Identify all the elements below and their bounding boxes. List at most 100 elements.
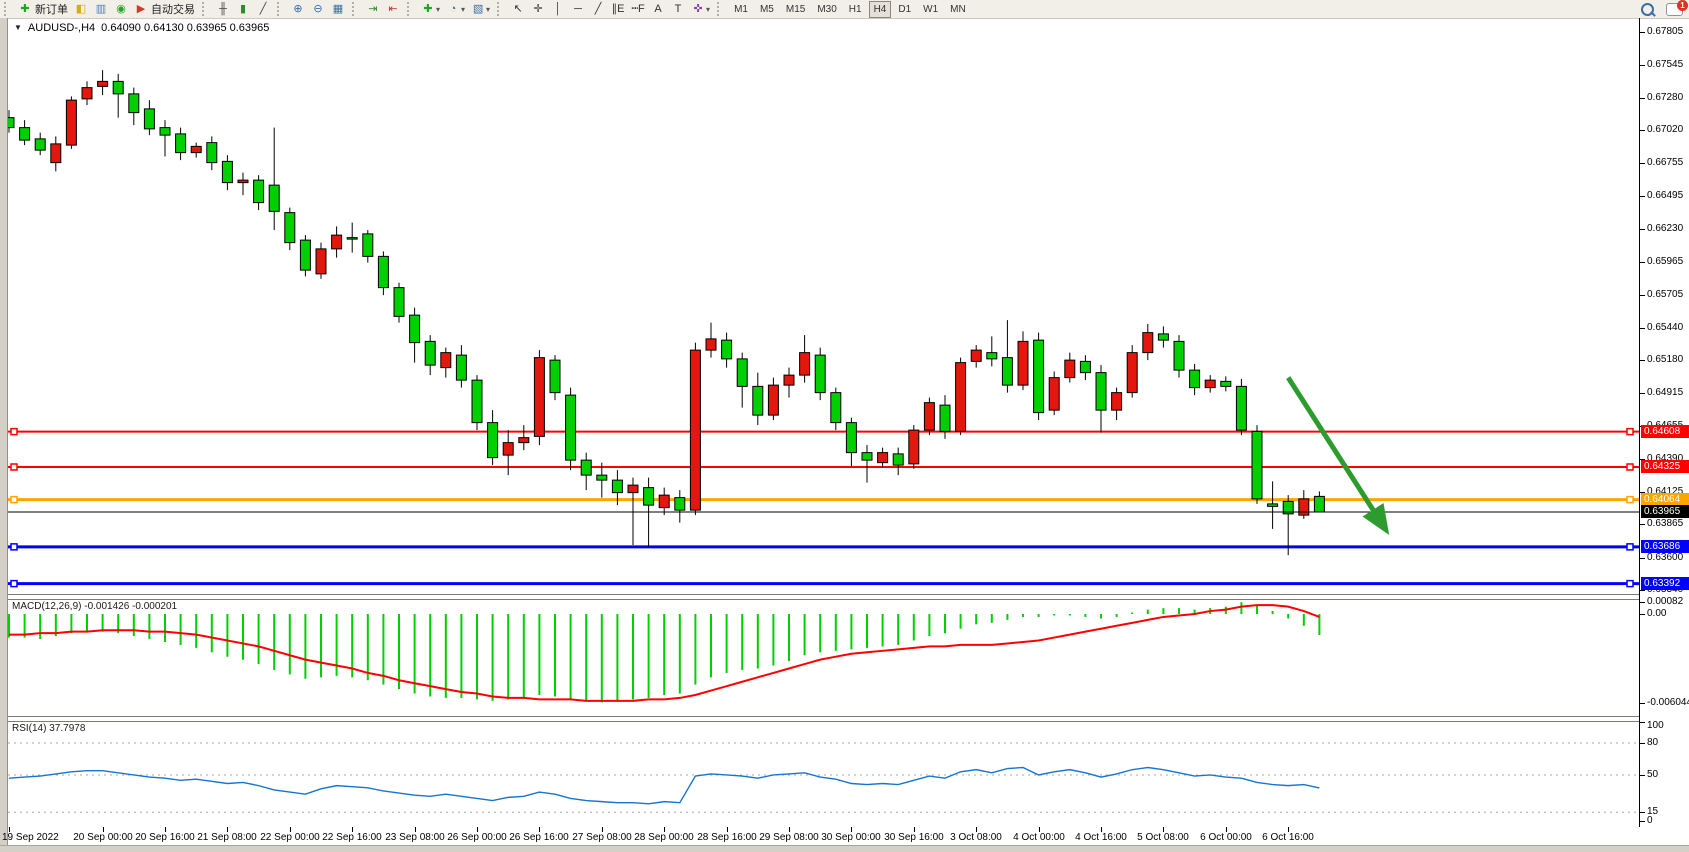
arrows-icon[interactable]: ✜ ▾ [688,1,713,17]
axis-tick [1640,821,1645,822]
level-price-tag[interactable]: 0.64608 [1641,425,1689,438]
rsi-label: RSI(14) 37.7978 [12,723,86,734]
macd-label: MACD(12,26,9) -0.001426 -0.000201 [12,601,178,612]
templates-icon[interactable]: ▧ ▾ [468,1,493,17]
text-label-icon[interactable]: T [668,1,688,17]
price-tick-label: 100 [1647,720,1664,731]
toolbar-grip [4,2,11,16]
price-chart-pane[interactable] [8,19,1639,594]
time-tick [914,827,915,832]
search-icon[interactable] [1641,2,1654,16]
horizontal-line-object[interactable] [8,427,1639,436]
zoom-in-icon[interactable]: ⊕ [288,1,308,17]
timeframe-button-d1[interactable]: D1 [898,3,912,15]
notifications-icon[interactable]: 1 [1666,0,1688,16]
line-anchor [10,463,18,471]
timeframe-button-h4[interactable]: H4 [868,0,892,18]
level-price-tag[interactable]: 0.63392 [1641,577,1689,590]
price-tick-label: 0.65705 [1647,289,1684,300]
periods-icon[interactable]: ◔ ▾ [443,1,468,17]
tile-windows-icon[interactable]: ▦ [328,1,348,17]
autotrading-button[interactable]: ▶ 自动交易 [131,1,198,17]
bar-chart-icon[interactable]: ╫ [213,1,233,17]
equidistant-channel-icon[interactable]: ∥E [608,1,628,17]
line-chart-icon[interactable]: ╱ [253,1,273,17]
timeframe-button-m30[interactable]: M30 [817,3,837,15]
macd-pane[interactable] [8,598,1639,716]
vertical-line-icon[interactable]: │ [548,1,568,17]
timeframe-button-m1[interactable]: M1 [734,3,748,15]
axis-tick [1640,328,1645,329]
horizontal-line-icon[interactable]: ─ [568,1,588,17]
crosshair-icon[interactable]: ✛ [528,1,548,17]
candlestick-chart-icon[interactable]: ▮ [233,1,253,17]
toolbar-grip [407,2,414,16]
trendline-icon[interactable]: ╱ [588,1,608,17]
trendline-icon: ╱ [594,3,602,15]
chart-shift-icon[interactable]: ⇤ [383,1,403,17]
signals-icon[interactable]: ◉ [111,1,131,17]
time-tick [415,827,416,832]
time-tick [165,827,166,832]
line-anchor [10,543,18,551]
axis-tick [1640,459,1645,460]
fibonacci-icon[interactable]: ┉F [628,1,648,17]
toolbar: ✚ 新订单 ◧ ▥ ◉ ▶ 自动交易 ╫ ▮ ╱ ⊕ ⊖ ▦ ⇥ ⇤ ✚ ▾ ◔ ▾ ▧ ▾ ↖ ✛ │ ─ ╱ ∥E ┉F A T ✜ ▾ M… [0,0,1689,19]
symbol-dropdown-icon[interactable]: ▼ [14,23,22,32]
horizontal-line-object[interactable] [8,543,1639,551]
level-price-tag[interactable]: 0.64325 [1641,460,1689,473]
trend-arrow-object[interactable] [1286,376,1390,536]
level-price-tag[interactable]: 0.63686 [1641,540,1689,553]
timeframe-button-m5[interactable]: M5 [759,3,774,15]
dropdown-caret-icon[interactable]: ▾ [436,4,441,14]
level-price-tag[interactable]: 0.64064 [1641,493,1689,506]
time-tick [1288,827,1289,832]
time-tick-label: 26 Sep 00:00 [447,832,507,843]
dropdown-caret-icon[interactable]: ▾ [486,4,491,14]
auto-scroll-icon[interactable]: ⇥ [363,1,383,17]
pane-splitter[interactable] [8,716,1639,722]
horizontal-line-object[interactable] [8,579,1639,588]
rsi-line [8,766,1320,805]
market-watch-icon[interactable]: ▥ [91,1,111,17]
time-tick-label: 4 Oct 00:00 [1013,832,1065,843]
line-anchor [1626,495,1634,504]
pane-splitter[interactable] [8,594,1639,600]
cursor-icon: ↖ [513,3,523,15]
new-order-button[interactable]: ✚ 新订单 [15,1,71,17]
text-icon: A [654,3,662,15]
price-tick-label: 80 [1647,737,1659,748]
price-tick-label: 0.65965 [1647,256,1684,267]
chart-window-icon[interactable]: ◧ [71,1,91,17]
axis-tick [1640,722,1645,723]
time-tick-label: 30 Sep 00:00 [821,832,881,843]
horizontal-line-object[interactable] [8,495,1639,504]
axis-tick [1640,262,1645,263]
timeframe-button-m15[interactable]: M15 [785,3,806,15]
indicators-icon[interactable]: ✚ ▾ [418,1,443,17]
market-watch-icon: ▥ [95,3,107,15]
horizontal-line-icon: ─ [574,3,582,15]
candlestick-layer[interactable] [8,70,1325,556]
zoom-out-icon[interactable]: ⊖ [308,1,328,17]
axis-tick [1640,590,1645,591]
cursor-icon[interactable]: ↖ [508,1,528,17]
price-tick-label: 0.65440 [1647,322,1684,333]
time-tick [103,827,104,832]
rsi-pane[interactable] [8,720,1639,827]
window-bottom-edge [0,845,1689,852]
dropdown-caret-icon[interactable]: ▾ [461,4,466,14]
axis-tick [1640,360,1645,361]
timeframe-button-h1[interactable]: H1 [848,3,862,15]
price-tick-label: 0.66230 [1647,223,1684,234]
line-anchor [1626,463,1634,471]
price-tick-label: 0.67020 [1647,124,1684,135]
timeframe-button-mn[interactable]: MN [950,3,966,15]
dropdown-caret-icon[interactable]: ▾ [706,4,711,14]
line-anchor [1626,579,1634,588]
horizontal-line-object[interactable] [8,463,1639,471]
crosshair-icon: ✛ [533,3,543,15]
timeframe-button-w1[interactable]: W1 [923,3,939,15]
text-icon[interactable]: A [648,1,668,17]
